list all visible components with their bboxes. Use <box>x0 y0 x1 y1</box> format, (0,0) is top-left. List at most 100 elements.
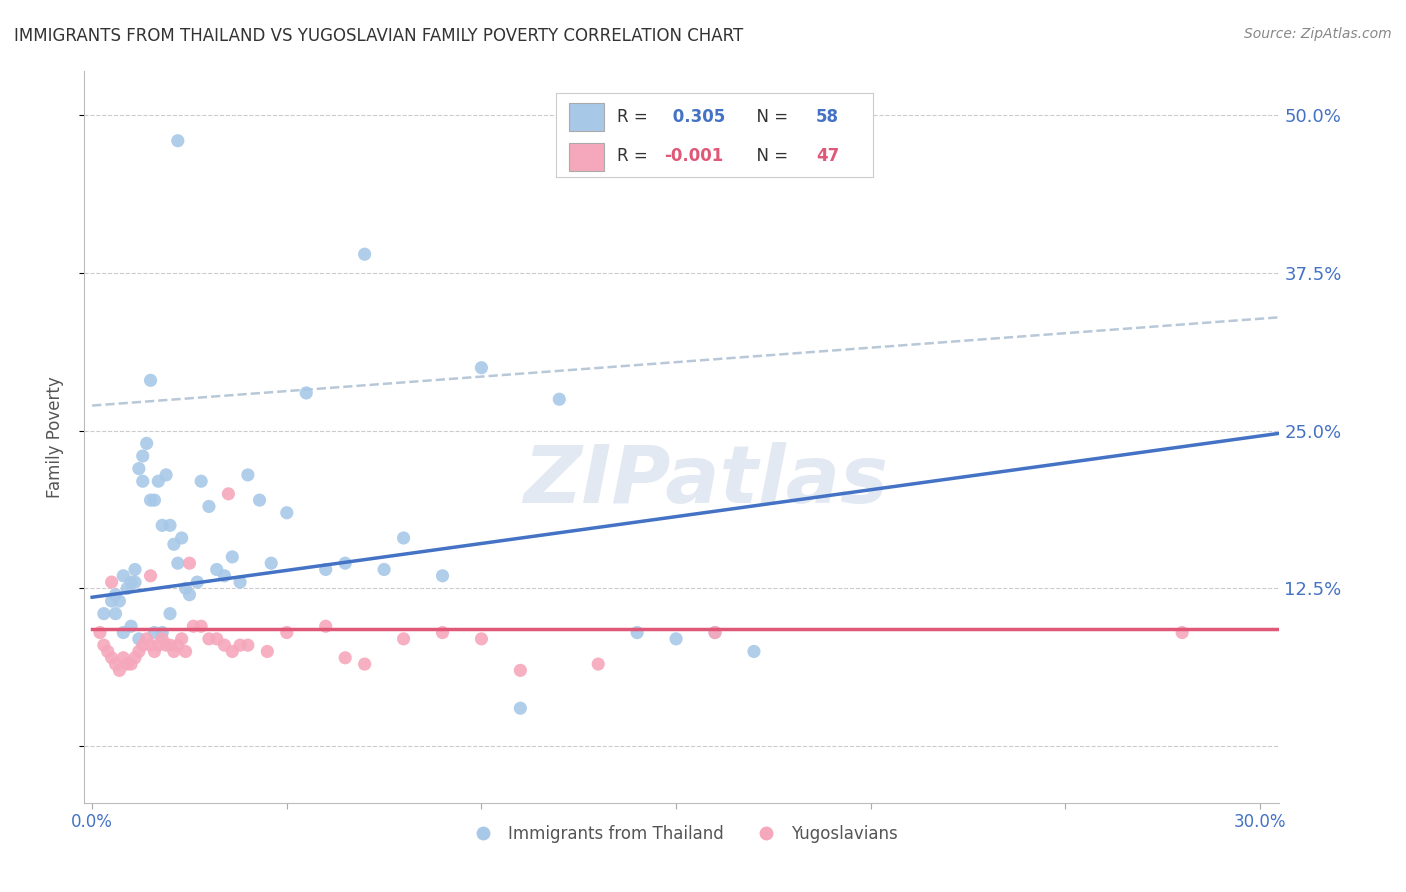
Point <box>335 556 357 570</box>
Point <box>1171 625 1194 640</box>
Point <box>159 518 181 533</box>
Point <box>470 632 492 646</box>
Point <box>470 360 492 375</box>
Point <box>148 474 170 488</box>
Point <box>665 632 688 646</box>
Point <box>198 632 221 646</box>
Point <box>150 625 173 640</box>
Point <box>139 569 162 583</box>
Point <box>97 644 120 658</box>
Point <box>179 588 201 602</box>
Point <box>159 607 181 621</box>
Point <box>124 575 146 590</box>
Point <box>626 625 648 640</box>
Point <box>93 607 115 621</box>
Point <box>100 594 122 608</box>
Point <box>100 650 122 665</box>
Point <box>229 638 252 652</box>
Point <box>214 569 236 583</box>
Point <box>335 650 357 665</box>
Point <box>256 644 278 658</box>
Point <box>276 506 298 520</box>
Point <box>163 537 186 551</box>
Point <box>186 575 208 590</box>
Point <box>159 638 181 652</box>
Text: Source: ZipAtlas.com: Source: ZipAtlas.com <box>1244 27 1392 41</box>
Point <box>179 556 201 570</box>
Point <box>166 556 188 570</box>
Point <box>128 461 150 475</box>
Point <box>108 664 131 678</box>
Point <box>742 644 765 658</box>
Point <box>205 632 228 646</box>
Point <box>135 436 157 450</box>
Point <box>163 644 186 658</box>
Point <box>120 657 142 671</box>
Point <box>120 575 142 590</box>
Point <box>260 556 283 570</box>
Text: IMMIGRANTS FROM THAILAND VS YUGOSLAVIAN FAMILY POVERTY CORRELATION CHART: IMMIGRANTS FROM THAILAND VS YUGOSLAVIAN … <box>14 27 744 45</box>
Point <box>704 625 727 640</box>
Point <box>139 493 162 508</box>
Point <box>139 373 162 387</box>
Point <box>174 582 197 596</box>
Point <box>166 134 188 148</box>
Point <box>236 467 259 482</box>
Point <box>150 518 173 533</box>
Point <box>276 625 298 640</box>
Point <box>392 632 415 646</box>
Point <box>132 449 155 463</box>
Point <box>155 467 177 482</box>
Point <box>183 619 205 633</box>
Point <box>174 644 197 658</box>
Point <box>112 650 135 665</box>
Point <box>120 619 142 633</box>
Point <box>124 650 146 665</box>
Point <box>315 619 337 633</box>
Point <box>295 386 318 401</box>
Point <box>373 562 395 576</box>
Point <box>124 562 146 576</box>
Point <box>509 701 531 715</box>
Point <box>353 247 375 261</box>
Point <box>143 644 166 658</box>
Point <box>170 531 193 545</box>
Point <box>112 569 135 583</box>
Point <box>104 588 127 602</box>
Point <box>143 625 166 640</box>
Point <box>135 632 157 646</box>
Y-axis label: Family Poverty: Family Poverty <box>45 376 63 498</box>
Point <box>221 549 243 564</box>
Point <box>132 474 155 488</box>
Legend: Immigrants from Thailand, Yugoslavians: Immigrants from Thailand, Yugoslavians <box>460 818 904 849</box>
Point <box>170 632 193 646</box>
Point <box>100 575 122 590</box>
Point <box>548 392 571 407</box>
Point <box>139 638 162 652</box>
Point <box>104 607 127 621</box>
Point <box>205 562 228 576</box>
Point <box>198 500 221 514</box>
Point <box>112 625 135 640</box>
Point <box>115 657 138 671</box>
Point <box>353 657 375 671</box>
Point <box>89 625 111 640</box>
Point <box>236 638 259 652</box>
Text: ZIPatlas: ZIPatlas <box>523 442 889 520</box>
Point <box>150 632 173 646</box>
Point <box>104 657 127 671</box>
Point <box>217 487 239 501</box>
Point <box>509 664 531 678</box>
Point <box>229 575 252 590</box>
Point <box>432 625 454 640</box>
Point <box>155 638 177 652</box>
Point <box>704 625 727 640</box>
Point <box>143 493 166 508</box>
Point <box>108 594 131 608</box>
Point <box>221 644 243 658</box>
Point <box>214 638 236 652</box>
Point <box>132 638 155 652</box>
Point <box>249 493 271 508</box>
Point <box>392 531 415 545</box>
Point <box>166 638 188 652</box>
